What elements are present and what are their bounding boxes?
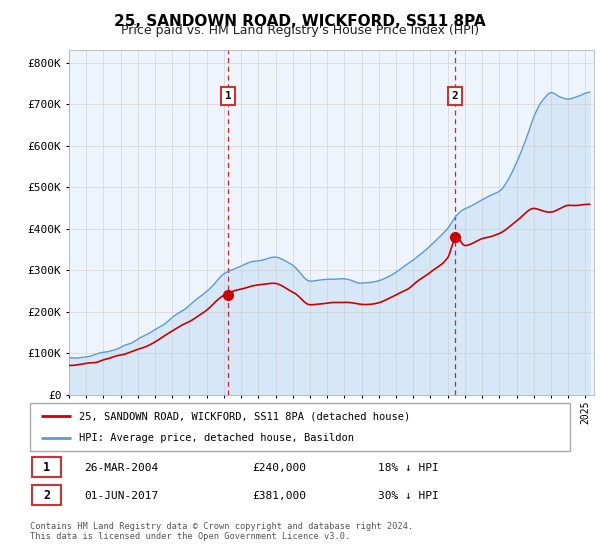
- Text: 30% ↓ HPI: 30% ↓ HPI: [378, 491, 439, 501]
- Text: 25, SANDOWN ROAD, WICKFORD, SS11 8PA (detached house): 25, SANDOWN ROAD, WICKFORD, SS11 8PA (de…: [79, 411, 410, 421]
- Text: 25, SANDOWN ROAD, WICKFORD, SS11 8PA: 25, SANDOWN ROAD, WICKFORD, SS11 8PA: [114, 14, 486, 29]
- Text: Contains HM Land Registry data © Crown copyright and database right 2024.
This d: Contains HM Land Registry data © Crown c…: [30, 522, 413, 542]
- Text: 2: 2: [452, 91, 458, 101]
- FancyBboxPatch shape: [32, 486, 61, 505]
- Text: 2: 2: [43, 488, 50, 502]
- Text: 01-JUN-2017: 01-JUN-2017: [84, 491, 158, 501]
- FancyBboxPatch shape: [32, 458, 61, 477]
- Text: 26-MAR-2004: 26-MAR-2004: [84, 463, 158, 473]
- Text: 18% ↓ HPI: 18% ↓ HPI: [378, 463, 439, 473]
- Text: £240,000: £240,000: [252, 463, 306, 473]
- FancyBboxPatch shape: [30, 403, 570, 451]
- Text: 1: 1: [43, 460, 50, 474]
- Text: Price paid vs. HM Land Registry's House Price Index (HPI): Price paid vs. HM Land Registry's House …: [121, 24, 479, 37]
- Text: £381,000: £381,000: [252, 491, 306, 501]
- Text: HPI: Average price, detached house, Basildon: HPI: Average price, detached house, Basi…: [79, 433, 353, 443]
- Text: 1: 1: [224, 91, 231, 101]
